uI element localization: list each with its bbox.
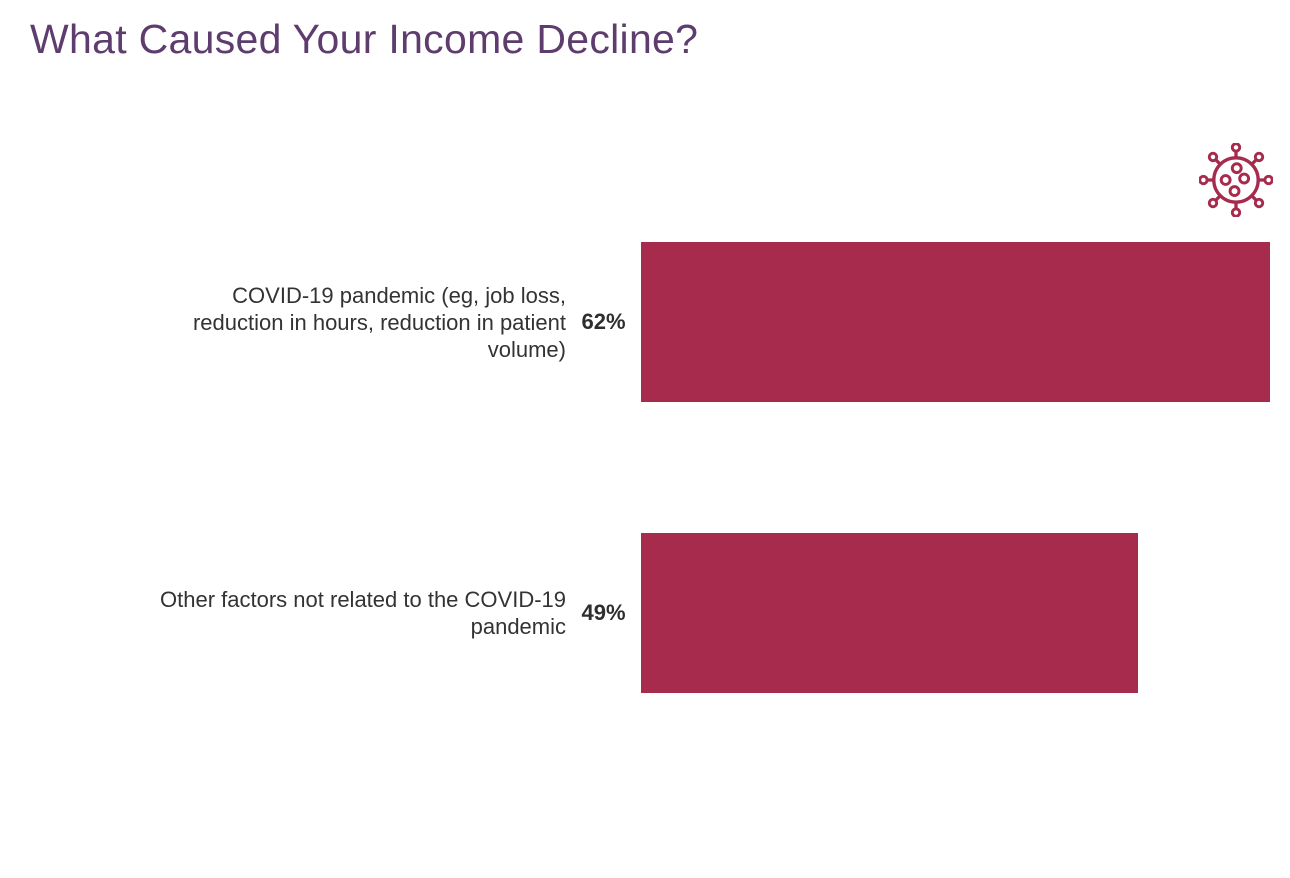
bar-row: COVID-19 pandemic (eg, job loss, reducti… xyxy=(0,242,1290,402)
value-label: 49% xyxy=(581,600,626,625)
bar xyxy=(641,242,1270,402)
category-label-column: Other factors not related to the COVID-1… xyxy=(0,586,566,640)
value-label: 62% xyxy=(581,309,626,334)
category-label-column: COVID-19 pandemic (eg, job loss, reducti… xyxy=(0,282,566,363)
coronavirus-icon xyxy=(1199,143,1273,217)
category-label: Other factors not related to the COVID-1… xyxy=(160,587,566,639)
chart-title: What Caused Your Income Decline? xyxy=(30,16,699,62)
bar xyxy=(641,533,1139,693)
bar-row: Other factors not related to the COVID-1… xyxy=(0,533,1290,693)
bar-track xyxy=(641,242,1270,402)
category-label: COVID-19 pandemic (eg, job loss, reducti… xyxy=(192,282,566,362)
bar-chart: COVID-19 pandemic (eg, job loss, reducti… xyxy=(0,242,1290,693)
bar-track xyxy=(641,533,1270,693)
